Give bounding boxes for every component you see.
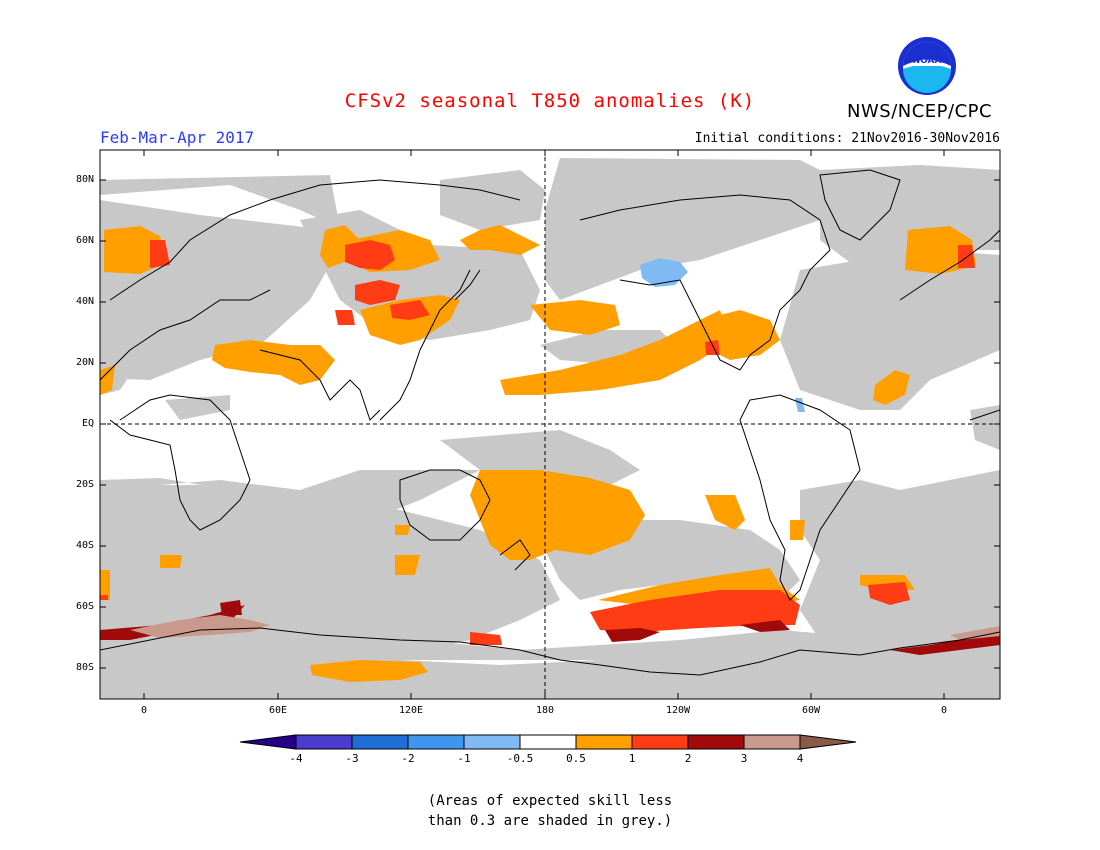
lon-label: 180 bbox=[535, 705, 555, 716]
noaa-logo-icon: NOAA bbox=[898, 37, 956, 95]
warm-anomaly-3-to-4 bbox=[130, 615, 1000, 640]
lat-label: 40S bbox=[75, 540, 94, 551]
colorbar-swatch bbox=[295, 734, 353, 750]
colorbar-right-arrow bbox=[799, 734, 857, 750]
initial-conditions-label: Initial conditions: 21Nov2016-30Nov2016 bbox=[694, 131, 1000, 146]
lat-label: 80N bbox=[75, 174, 94, 185]
lat-label: 20S bbox=[75, 479, 94, 490]
colorbar-label: 3 bbox=[740, 752, 748, 765]
lon-label: 0 bbox=[940, 705, 948, 716]
axis-ticks bbox=[100, 150, 1000, 699]
colorbar-label: 1 bbox=[628, 752, 636, 765]
map-title: CFSv2 seasonal T850 anomalies (K) bbox=[344, 90, 756, 112]
coastlines bbox=[100, 169, 1000, 676]
lat-label: 80S bbox=[75, 662, 94, 673]
lat-label: 60N bbox=[75, 235, 94, 246]
lat-label: 40N bbox=[75, 296, 94, 307]
lon-label: 60E bbox=[268, 705, 288, 716]
cold-anomaly bbox=[640, 258, 805, 412]
skill-note-line-2: than 0.3 are shaded in grey.) bbox=[427, 813, 673, 829]
lat-label: 20N bbox=[75, 357, 94, 368]
season-label: Feb-Mar-Apr 2017 bbox=[100, 128, 255, 147]
skill-note-line-1: (Areas of expected skill less bbox=[427, 793, 673, 809]
lat-label: 60S bbox=[75, 601, 94, 612]
warm-anomaly-1-to-2 bbox=[100, 240, 975, 645]
colorbar-label: -3 bbox=[345, 752, 359, 765]
colorbar-swatch bbox=[687, 734, 745, 750]
lon-label: 0 bbox=[140, 705, 148, 716]
colorbar-swatch bbox=[575, 734, 633, 750]
lon-label: 120W bbox=[665, 705, 691, 716]
colorbar-label: -2 bbox=[401, 752, 415, 765]
colorbar-label: 0.5 bbox=[566, 752, 586, 765]
colorbar-swatch bbox=[351, 734, 409, 750]
colorbar bbox=[239, 734, 857, 750]
svg-text:NOAA: NOAA bbox=[913, 56, 942, 66]
lat-label: EQ bbox=[81, 418, 94, 429]
colorbar-label: -1 bbox=[457, 752, 471, 765]
colorbar-label: -0.5 bbox=[506, 752, 534, 765]
lon-label: 120E bbox=[398, 705, 424, 716]
colorbar-swatch bbox=[463, 734, 521, 750]
colorbar-label: 2 bbox=[684, 752, 692, 765]
colorbar-label: -4 bbox=[289, 752, 303, 765]
colorbar-label: 4 bbox=[796, 752, 804, 765]
agency-label: NWS/NCEP/CPC bbox=[847, 101, 993, 122]
colorbar-left-arrow bbox=[239, 734, 297, 750]
lon-label: 60W bbox=[801, 705, 821, 716]
colorbar-swatch bbox=[631, 734, 689, 750]
colorbar-swatch bbox=[407, 734, 465, 750]
colorbar-swatch bbox=[743, 734, 801, 750]
colorbar-swatch bbox=[519, 734, 577, 750]
